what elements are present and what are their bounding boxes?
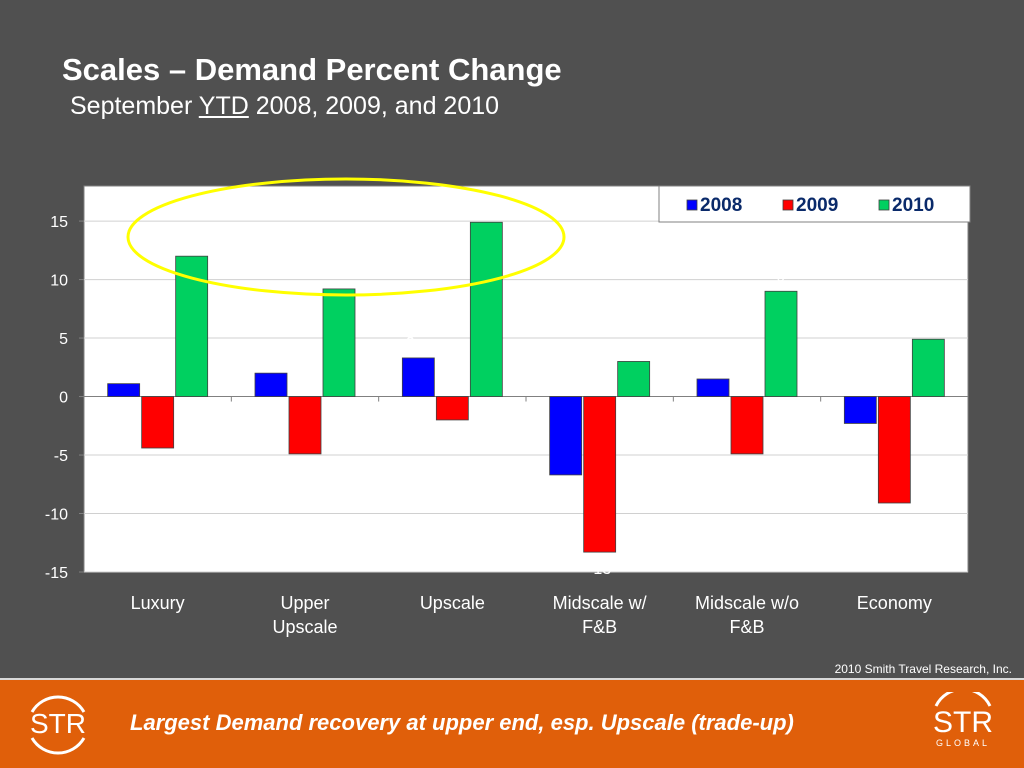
bar-2009 — [730, 396, 764, 455]
category-label: Upscale — [272, 617, 337, 637]
footer-message: Largest Demand recovery at upper end, es… — [130, 710, 794, 735]
demand-change-chart: -15 -10 -5 0 5 10 15 1 -4 12 Luxury 2 -5 9 Upper Upscal… — [45, 177, 971, 637]
legend-label-2010: 2010 — [892, 195, 934, 216]
y-tick-label: 15 — [50, 214, 68, 231]
y-tick-label: 0 — [59, 390, 68, 407]
bar-2009 — [288, 396, 322, 455]
data-label-2010: 5 — [924, 316, 933, 333]
category-label: Upscale — [420, 593, 485, 613]
subtitle-suffix: 2008, 2009, and 2010 — [248, 92, 500, 120]
bar-2009 — [877, 396, 911, 504]
bar-2009 — [435, 396, 469, 421]
y-tick-label: 5 — [59, 331, 68, 348]
slide-subtitle: September YTD 2008, 2009, and 2010 — [70, 92, 499, 121]
data-label-2010: 9 — [777, 268, 786, 285]
copyright-text: 2010 Smith Travel Research, Inc. — [834, 662, 1012, 676]
y-tick-label: -5 — [54, 448, 68, 465]
bar-2010 — [469, 221, 503, 397]
subtitle-ytd: YTD — [198, 92, 249, 120]
logo-right-subtext: GLOBAL — [936, 738, 990, 748]
str-global-logo-right: STR GLOBAL — [933, 692, 993, 748]
data-label-2009: -4 — [151, 457, 165, 474]
data-label-2008: 2 — [701, 356, 710, 373]
category-label: Luxury — [131, 593, 185, 613]
data-label-2010: 9 — [335, 266, 344, 283]
bar-2008 — [549, 396, 583, 476]
bar-2010 — [764, 290, 798, 397]
legend-label-2008: 2008 — [700, 195, 742, 216]
plot-area — [83, 185, 969, 573]
data-label-2008: 2 — [259, 350, 268, 367]
category-label: Midscale w/o — [695, 593, 799, 613]
bar-2008 — [401, 357, 435, 397]
y-tick-label: 10 — [50, 273, 68, 290]
data-label-2009: -2 — [445, 429, 459, 446]
logo-right-text: STR — [933, 706, 993, 739]
subtitle-prefix: September — [70, 92, 199, 120]
bar-2008 — [843, 396, 877, 424]
y-tick-label: -15 — [45, 565, 68, 582]
data-label-2009: -5 — [298, 463, 312, 480]
bar-2008 — [107, 383, 141, 397]
bar-2010 — [911, 338, 945, 397]
data-label-2010: 12 — [183, 233, 201, 250]
legend-label-2009: 2009 — [796, 195, 838, 216]
data-label-2009: -13 — [588, 561, 611, 578]
category-label: F&B — [582, 617, 617, 637]
bar-2010 — [322, 288, 356, 397]
data-label-2008: 3 — [406, 335, 415, 352]
bar-2009 — [141, 396, 175, 449]
bar-2010 — [617, 361, 651, 397]
logo-arc-top — [30, 695, 86, 713]
category-label: Upper — [280, 593, 329, 613]
data-label-2009: -5 — [740, 463, 754, 480]
logo-arc-bottom — [30, 737, 86, 755]
footer-bar — [0, 680, 1024, 768]
str-logo-left: STR — [30, 695, 86, 755]
data-label-2010: 3 — [629, 338, 638, 355]
y-tick-label: -10 — [45, 507, 68, 524]
bar-2008 — [254, 372, 288, 397]
category-label: Midscale w/ — [553, 593, 647, 613]
legend-box — [658, 185, 971, 223]
category-label: Economy — [857, 593, 932, 613]
bar-2009 — [583, 396, 617, 553]
data-label-2008: -2 — [845, 432, 859, 449]
logo-left-text: STR — [30, 708, 86, 739]
data-label-2010: 15 — [477, 199, 495, 216]
slide-title: Scales – Demand Percent Change — [62, 52, 562, 87]
footer-divider — [0, 678, 1024, 680]
highlight-ellipse — [126, 177, 566, 297]
data-label-2008: 1 — [111, 361, 120, 378]
data-label-2008: -7 — [551, 484, 565, 501]
data-label-2009: -9 — [887, 512, 901, 529]
logo-right-arc — [934, 692, 992, 707]
legend-swatch-2008 — [686, 199, 698, 211]
legend-swatch-2009 — [782, 199, 794, 211]
bar-2008 — [696, 378, 730, 397]
category-label: F&B — [729, 617, 764, 637]
legend-swatch-2010 — [878, 199, 890, 211]
